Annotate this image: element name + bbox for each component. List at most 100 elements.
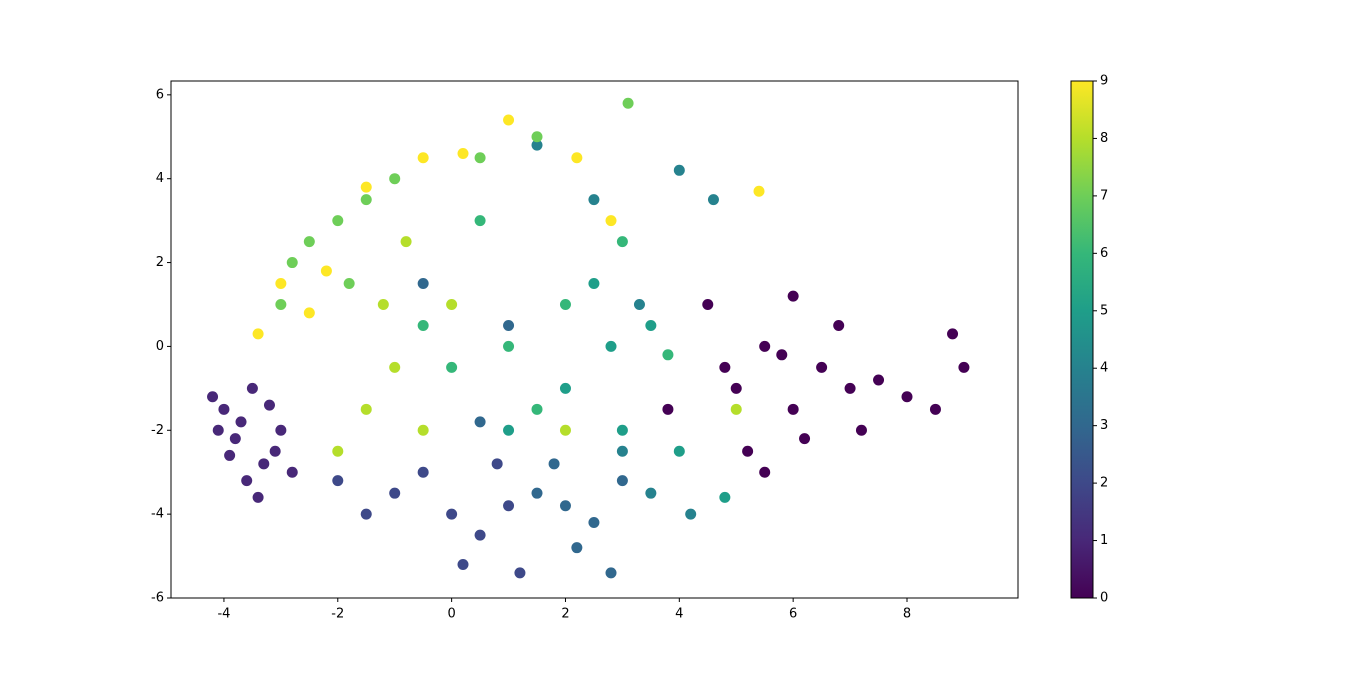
y-tick-label: 2 xyxy=(156,255,164,270)
point xyxy=(446,361,458,373)
point xyxy=(258,458,270,470)
x-tick-label: 8 xyxy=(903,607,911,622)
y-tick-label: -4 xyxy=(151,507,164,522)
colorbar-tick-label: 8 xyxy=(1100,131,1108,146)
point xyxy=(332,445,344,457)
point xyxy=(241,475,253,487)
point xyxy=(332,215,344,227)
y-tick-label: 6 xyxy=(156,87,164,102)
point xyxy=(662,349,674,361)
axes-frame xyxy=(170,80,1019,599)
point xyxy=(263,399,275,411)
point xyxy=(873,374,885,386)
point xyxy=(571,152,583,164)
point xyxy=(389,173,401,185)
point xyxy=(457,148,469,160)
point xyxy=(753,185,765,197)
point xyxy=(645,487,657,499)
point xyxy=(559,500,571,512)
point xyxy=(252,328,264,340)
y-tick-label: -6 xyxy=(151,591,164,606)
point xyxy=(719,491,731,503)
point xyxy=(269,445,281,457)
point xyxy=(446,508,458,520)
colorbar xyxy=(1070,80,1094,599)
point xyxy=(787,403,799,415)
point xyxy=(588,517,600,529)
point xyxy=(730,403,742,415)
point xyxy=(588,194,600,206)
point xyxy=(605,567,617,579)
point xyxy=(958,361,970,373)
point xyxy=(559,424,571,436)
point xyxy=(503,500,515,512)
y-tick-label: -2 xyxy=(151,423,164,438)
point xyxy=(417,424,429,436)
point xyxy=(605,215,617,227)
point xyxy=(474,215,486,227)
point xyxy=(702,298,714,310)
point xyxy=(377,298,389,310)
point xyxy=(218,403,230,415)
point xyxy=(759,466,771,478)
point xyxy=(571,542,583,554)
y-tick-label: 4 xyxy=(156,171,164,186)
point xyxy=(605,340,617,352)
point xyxy=(531,131,543,143)
point xyxy=(730,382,742,394)
point xyxy=(548,458,560,470)
colorbar-tick-label: 5 xyxy=(1100,303,1108,318)
point xyxy=(776,349,788,361)
point xyxy=(531,139,543,151)
point xyxy=(320,265,332,277)
point xyxy=(616,445,628,457)
point xyxy=(503,424,515,436)
point xyxy=(503,319,515,331)
x-tick-label: 6 xyxy=(789,607,797,622)
point xyxy=(332,475,344,487)
point xyxy=(389,361,401,373)
point xyxy=(616,424,628,436)
point xyxy=(275,278,287,290)
point xyxy=(947,328,959,340)
point xyxy=(787,290,799,302)
point xyxy=(503,340,515,352)
point xyxy=(360,181,372,193)
point xyxy=(901,391,913,403)
point xyxy=(645,319,657,331)
point xyxy=(343,278,355,290)
point xyxy=(673,164,685,176)
point xyxy=(514,567,526,579)
point xyxy=(855,424,867,436)
colorbar-tick-label: 1 xyxy=(1100,533,1108,548)
point xyxy=(235,416,247,428)
point xyxy=(207,391,219,403)
point xyxy=(491,458,503,470)
point xyxy=(719,361,731,373)
point xyxy=(616,475,628,487)
point xyxy=(559,382,571,394)
point xyxy=(212,424,224,436)
plot-area xyxy=(207,97,970,579)
point xyxy=(360,403,372,415)
point xyxy=(275,424,287,436)
point xyxy=(224,449,236,461)
point xyxy=(360,508,372,520)
point xyxy=(246,382,258,394)
point xyxy=(417,466,429,478)
point xyxy=(588,278,600,290)
point xyxy=(286,257,298,269)
point xyxy=(816,361,828,373)
point xyxy=(833,319,845,331)
x-tick-label: -4 xyxy=(217,607,230,622)
point xyxy=(799,433,811,445)
point xyxy=(275,298,287,310)
point xyxy=(474,529,486,541)
x-tick-label: -2 xyxy=(331,607,344,622)
x-tick-label: 2 xyxy=(561,607,569,622)
point xyxy=(616,236,628,248)
point xyxy=(844,382,856,394)
point xyxy=(417,278,429,290)
point xyxy=(417,152,429,164)
